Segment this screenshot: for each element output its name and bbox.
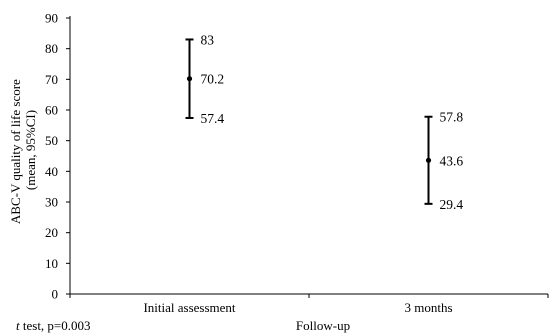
mean-label: 43.6 [440, 153, 464, 168]
y-axis-label-line-1: ABC-V quality of life score [8, 79, 23, 224]
y-tick-label: 10 [45, 256, 58, 271]
y-tick-label: 30 [45, 195, 58, 210]
lower-label: 29.4 [440, 197, 464, 212]
mean-point [186, 76, 193, 82]
y-ticks: 0 10 20 30 40 50 60 70 80 90 [45, 11, 70, 302]
y-tick-label: 80 [45, 41, 58, 56]
test-note-italic: t [16, 318, 20, 333]
y-tick-label: 50 [45, 133, 58, 148]
y-tick-label: 70 [45, 72, 58, 87]
mean-point [425, 157, 432, 163]
x-tick-label: 3 months [404, 300, 452, 315]
upper-label: 57.8 [440, 110, 464, 125]
x-tick-label: Initial assessment [143, 300, 235, 315]
mean-label: 70.2 [201, 72, 225, 87]
lower-label: 57.4 [201, 111, 225, 126]
y-tick-label: 20 [45, 225, 58, 240]
y-tick-label: 40 [45, 164, 58, 179]
error-bar-marks: 83 70.2 57.4 57.8 43.6 29.4 [185, 32, 464, 212]
test-note-rest: test, p=0.003 [20, 318, 91, 333]
x-axis-label: Follow-up [296, 318, 350, 333]
y-tick-label: 0 [52, 287, 59, 302]
y-axis-label-line-2: (mean, 95%CI) [23, 110, 38, 190]
test-note: t test, p=0.003 [16, 318, 91, 333]
upper-label: 83 [201, 32, 215, 47]
y-tick-label: 60 [45, 103, 58, 118]
y-axis-label: ABC-V quality of life score (mean, 95%CI… [8, 76, 38, 224]
y-tick-label: 90 [45, 11, 58, 26]
x-ticks: Initial assessment 3 months [69, 294, 549, 315]
